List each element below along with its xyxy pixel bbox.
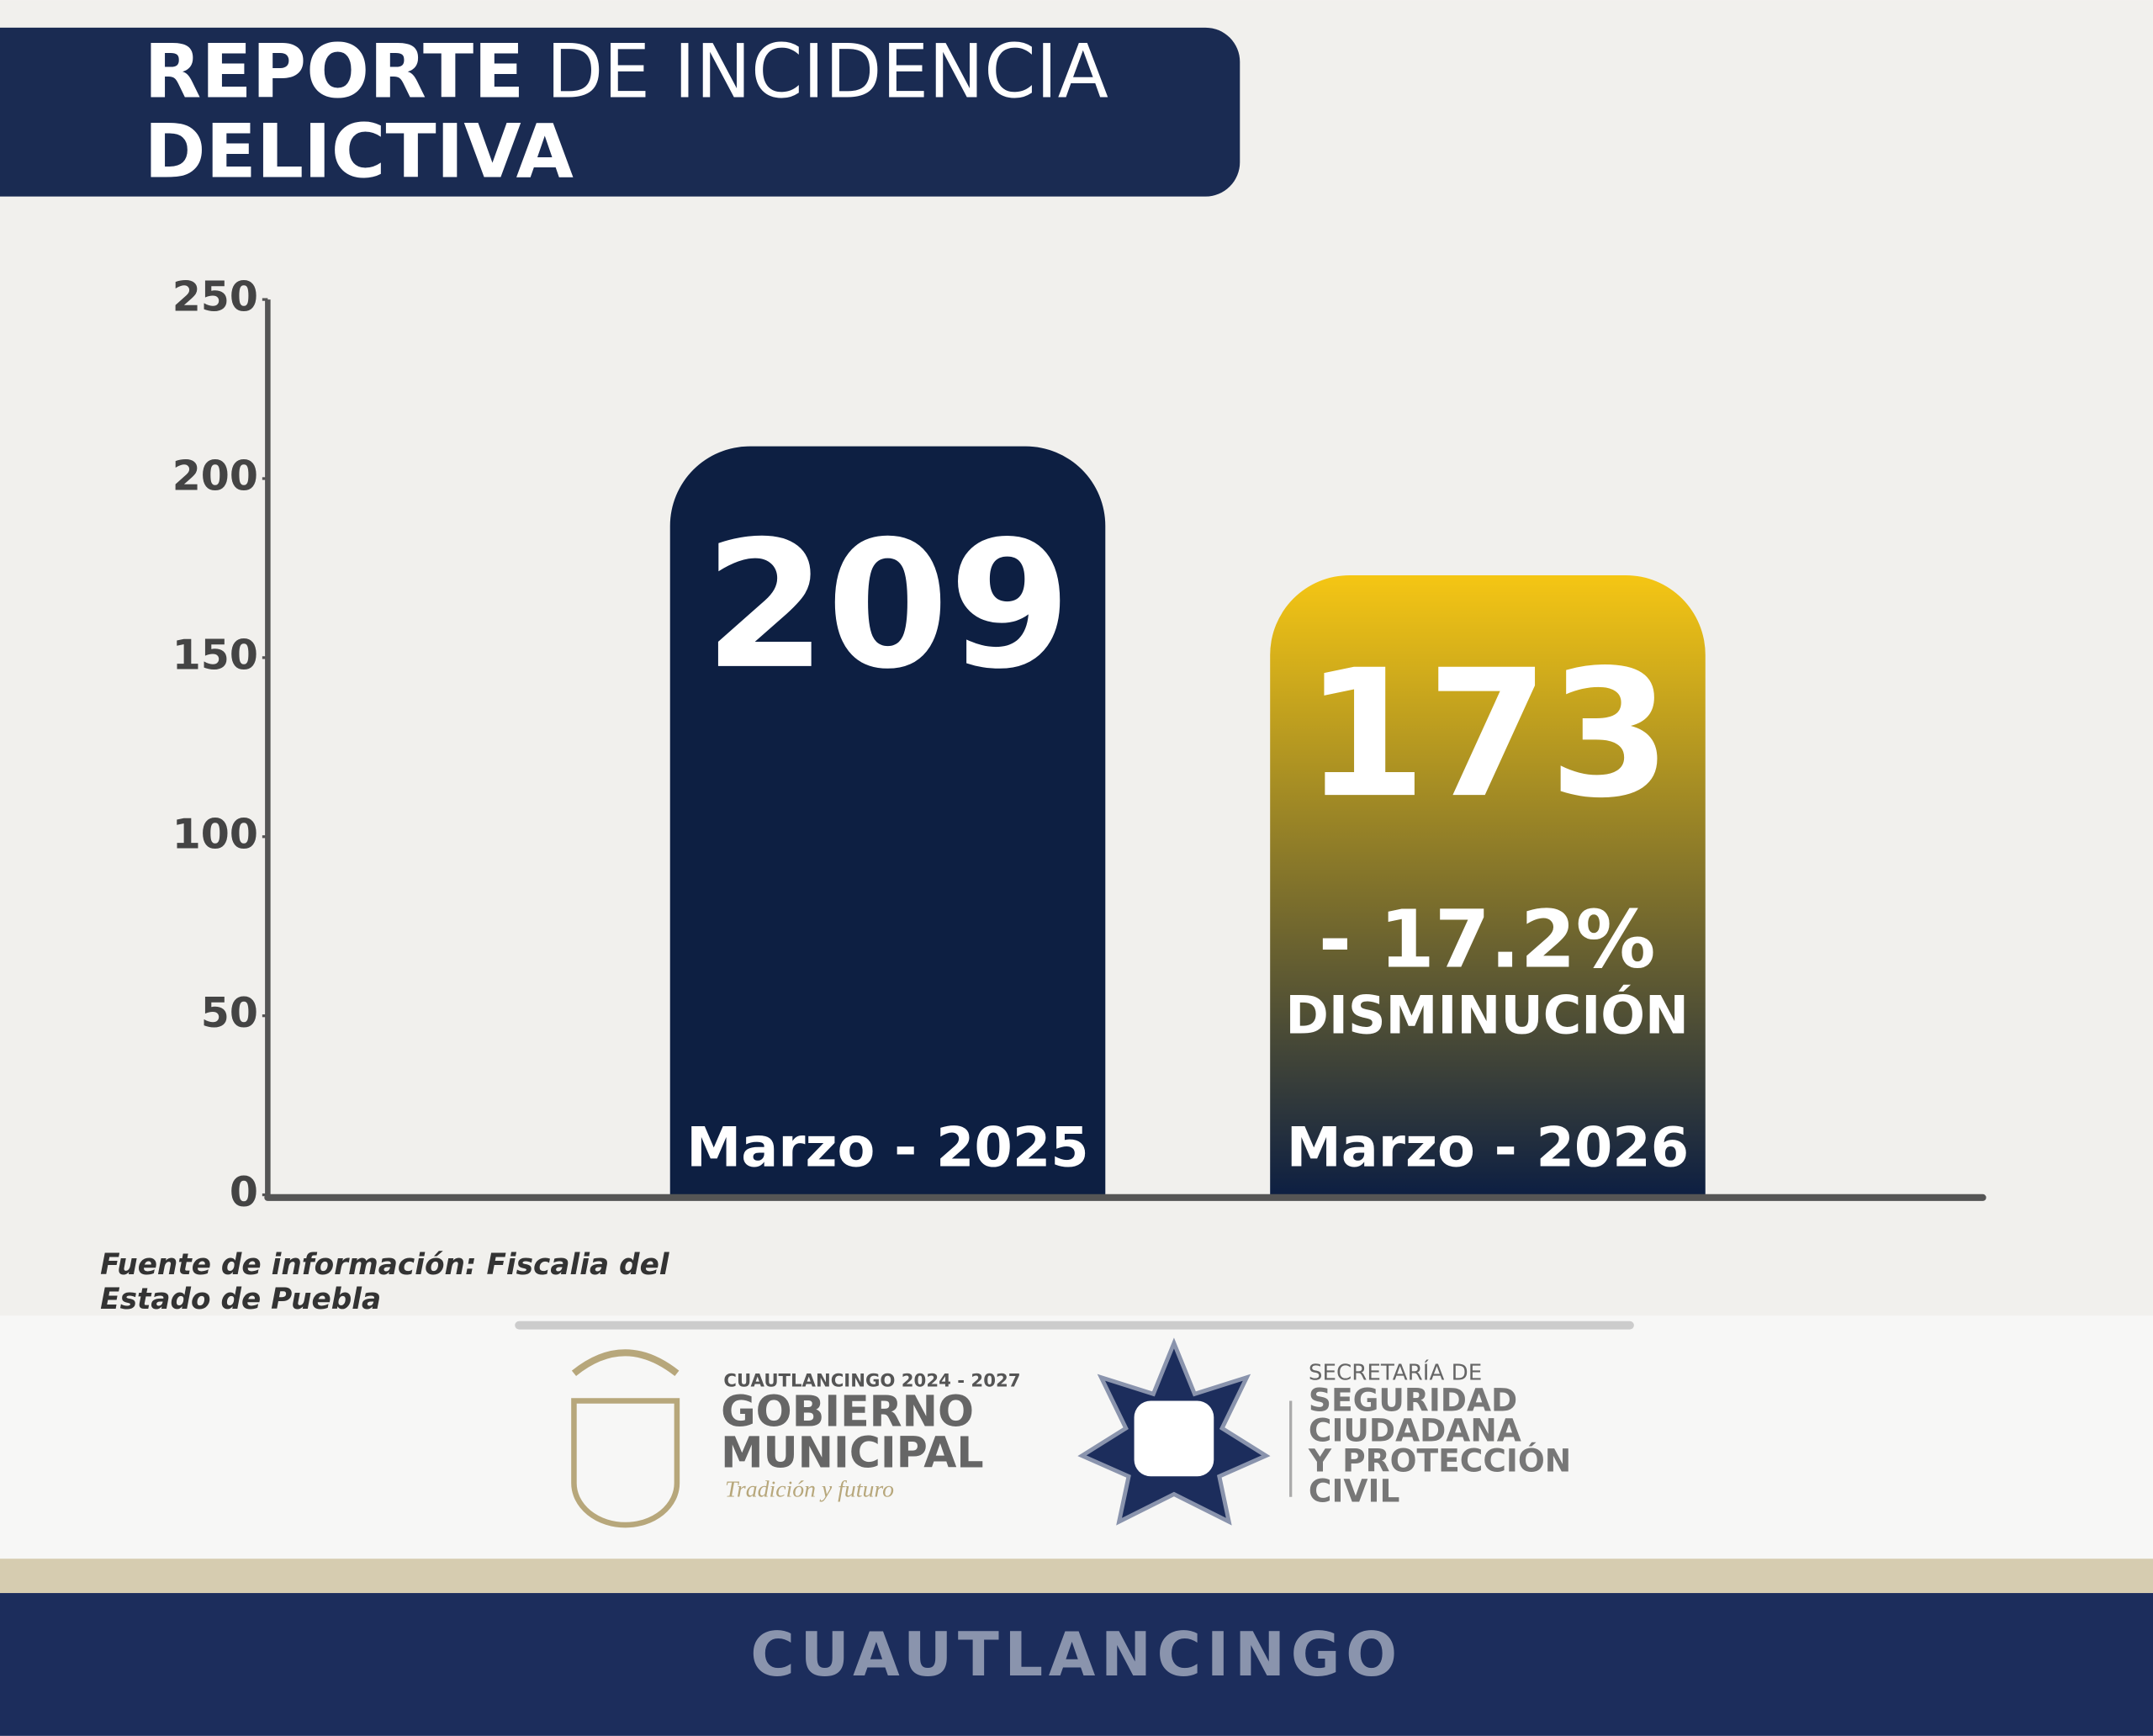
- y-tick-label: 0: [230, 1168, 258, 1216]
- value-label: 173: [1304, 632, 1671, 837]
- logo-crown: [571, 1349, 680, 1377]
- x-tick-label: Marzo - 2025: [686, 1115, 1088, 1179]
- secretaria: CIUDADANA: [1309, 1412, 1521, 1449]
- gobierno: MUNICIPAL: [721, 1427, 983, 1477]
- header-band: [0, 27, 1240, 197]
- annotation: DISMINUCIÓN: [1285, 985, 1689, 1046]
- chart-title: REPORTE DE INCIDENCIA: [144, 29, 1108, 115]
- y-tick-label: 50: [201, 989, 258, 1037]
- bar: [669, 446, 1106, 1195]
- secretaria: CIVIL: [1309, 1472, 1399, 1509]
- chart-title-line2: DELICTIVA: [144, 108, 573, 195]
- secretaria: SECRETARÍA DE: [1309, 1358, 1482, 1385]
- y-tick-label: 150: [172, 631, 258, 679]
- secretaria: Y PROTECCIÓN: [1308, 1442, 1571, 1479]
- source: Fuente de información: Fiscalia del: [100, 1248, 670, 1282]
- tan-band: [0, 1559, 2153, 1594]
- logo-shield: [571, 1398, 680, 1528]
- lema: Tradición y futuro: [725, 1477, 894, 1503]
- value-label: 209: [704, 504, 1071, 708]
- x-tick-label: Marzo - 2026: [1287, 1115, 1689, 1179]
- gobierno: GOBIERNO: [721, 1386, 974, 1436]
- banner: CUAUTLANCINGO: [750, 1619, 1402, 1690]
- y-tick-label: 100: [172, 810, 258, 858]
- source: Estado de Puebla: [100, 1283, 381, 1316]
- municipio: CUAUTLANCINGO 2024 - 2027: [723, 1371, 1020, 1392]
- footer-band: [0, 1315, 2153, 1559]
- y-tick-label: 250: [172, 273, 258, 321]
- secretaria: SEGURIDAD: [1309, 1382, 1517, 1419]
- divider: [515, 1321, 1634, 1330]
- bar: [1270, 574, 1706, 1195]
- title-bold: REPORTE: [144, 29, 524, 115]
- navy-band: [0, 1593, 2153, 1736]
- police-shield: [1134, 1400, 1214, 1477]
- y-tick-label: 200: [172, 452, 258, 500]
- annotation: - 17.2%: [1319, 893, 1656, 986]
- title-light: DE INCIDENCIA: [546, 29, 1108, 115]
